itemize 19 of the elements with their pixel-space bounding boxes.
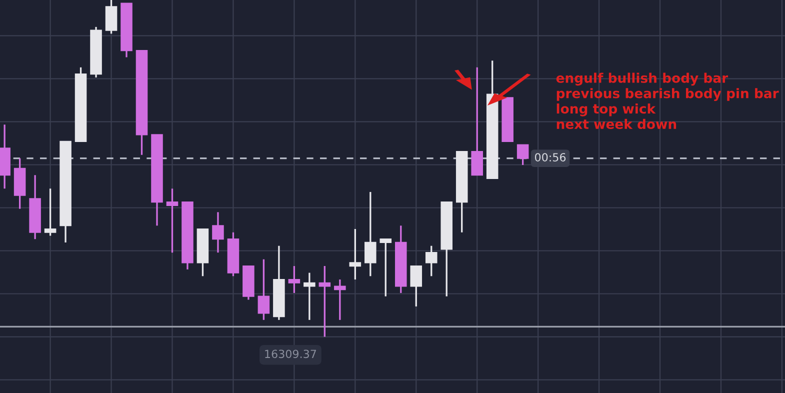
candlestick bbox=[212, 211, 224, 254]
candlestick bbox=[318, 265, 331, 338]
candlestick bbox=[425, 245, 438, 277]
text: engulf bullish body bar previous bearish body pin bar long top wick next week down bbox=[556, 72, 779, 130]
text: 16309.37 bbox=[265, 350, 316, 358]
candlestick bbox=[410, 265, 422, 308]
candlestick bbox=[166, 188, 178, 254]
candlestick bbox=[380, 238, 392, 298]
candlestick bbox=[304, 272, 316, 321]
candlestick bbox=[288, 265, 300, 294]
candlestick bbox=[258, 258, 270, 321]
candlestick bbox=[349, 228, 362, 280]
candlestick bbox=[105, 0, 118, 35]
candlestick bbox=[364, 191, 376, 277]
candlestick bbox=[44, 188, 56, 237]
candlestick bbox=[471, 66, 483, 176]
text: 00:56 bbox=[534, 153, 566, 162]
candlestick bbox=[334, 278, 346, 321]
candlestick bbox=[516, 144, 529, 166]
